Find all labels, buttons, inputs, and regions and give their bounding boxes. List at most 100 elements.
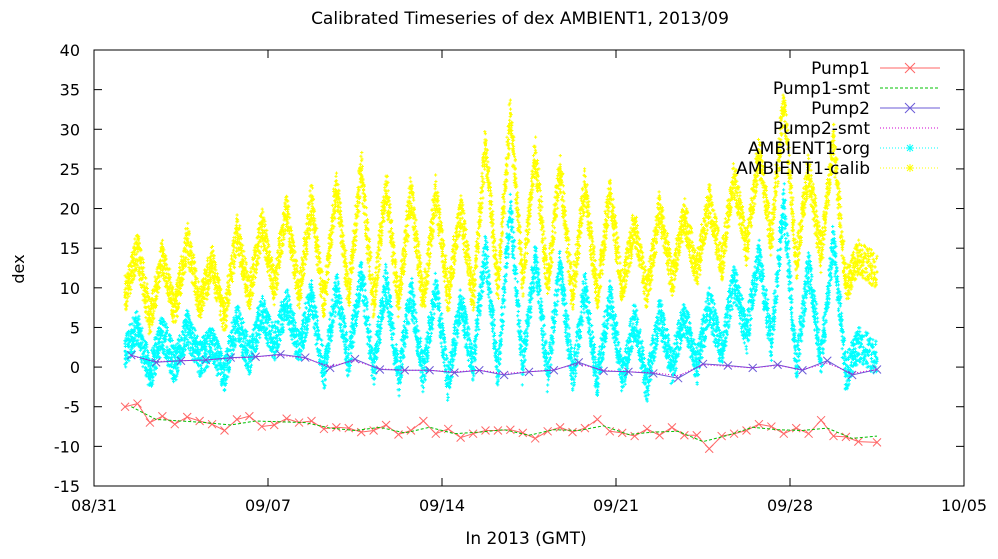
point-marker — [133, 399, 142, 408]
plot-frame — [93, 49, 965, 487]
point-marker — [474, 365, 484, 375]
point-marker — [648, 369, 658, 378]
point-marker — [904, 62, 916, 74]
data-point — [471, 365, 475, 369]
data-point — [819, 254, 823, 258]
series-pump1 — [120, 399, 882, 454]
point-marker — [300, 353, 310, 362]
data-point — [310, 199, 313, 203]
point-marker — [599, 366, 608, 376]
x-tick-label: 09/14 — [419, 496, 465, 515]
data-point — [856, 254, 860, 258]
point-marker — [773, 360, 782, 370]
data-point — [223, 318, 226, 321]
data-point — [658, 310, 661, 314]
data-point — [682, 215, 686, 218]
series-line — [131, 354, 878, 377]
data-point — [372, 369, 376, 373]
y-tick-label: 30 — [60, 120, 80, 139]
legend-item: Pump1-smt — [773, 79, 940, 99]
point-marker — [549, 365, 559, 375]
data-point — [757, 151, 761, 155]
point-marker — [543, 426, 552, 436]
data-point — [185, 238, 189, 242]
point-marker — [904, 102, 916, 114]
y-tick-label: 10 — [60, 279, 80, 298]
data-point — [446, 381, 450, 385]
data-point — [558, 167, 562, 171]
point-marker — [195, 416, 204, 426]
legend-label: Pump1 — [811, 59, 870, 79]
data-point — [372, 302, 376, 306]
data-point — [757, 254, 761, 258]
y-axis-label: dex — [9, 254, 28, 283]
point-marker — [419, 416, 428, 426]
point-marker — [518, 428, 528, 438]
point-marker — [506, 425, 515, 435]
data-point — [732, 278, 736, 282]
data-point — [148, 373, 152, 377]
point-marker — [822, 356, 832, 366]
data-point — [633, 222, 637, 226]
data-point — [173, 310, 177, 314]
data-point — [297, 294, 301, 298]
point-marker — [779, 429, 789, 439]
data-point — [359, 167, 363, 171]
y-tick-label: 20 — [60, 200, 80, 219]
data-point — [160, 254, 164, 258]
data-point — [782, 199, 786, 203]
data-point — [682, 314, 686, 318]
point-marker — [282, 414, 291, 423]
data-point — [769, 341, 773, 345]
point-marker — [450, 368, 459, 377]
data-point — [769, 238, 773, 242]
data-point — [260, 310, 264, 314]
data-point — [409, 290, 413, 294]
point-marker — [120, 402, 130, 412]
data-point — [620, 286, 624, 290]
data-point — [595, 294, 599, 298]
data-point — [707, 302, 711, 306]
point-marker — [182, 412, 192, 422]
point-marker — [829, 431, 838, 441]
point-marker — [332, 422, 341, 432]
point-marker — [723, 361, 733, 370]
series-ambient1-calib — [123, 93, 879, 336]
data-point — [608, 191, 612, 195]
point-marker — [847, 370, 857, 380]
point-marker — [251, 352, 260, 362]
data-point — [583, 286, 587, 290]
data-point — [807, 262, 811, 266]
y-tick-label: -5 — [64, 398, 80, 417]
point-marker — [207, 419, 217, 429]
data-point — [595, 381, 599, 385]
data-point — [832, 135, 835, 139]
data-point — [695, 270, 699, 274]
data-point — [533, 151, 537, 155]
data-point — [508, 207, 512, 210]
x-tick-label: 09/07 — [245, 496, 291, 515]
data-point — [123, 294, 127, 298]
point-marker — [624, 367, 633, 377]
data-point — [409, 191, 413, 195]
data-point — [434, 286, 438, 290]
data-point — [384, 183, 388, 187]
data-point — [707, 199, 711, 203]
point-marker — [394, 430, 403, 439]
point-marker — [176, 356, 186, 366]
data-point — [297, 349, 301, 353]
data-point — [720, 349, 724, 353]
data-point — [247, 357, 251, 361]
point-marker — [692, 430, 702, 440]
data-point — [608, 294, 612, 298]
point-marker — [655, 430, 664, 440]
data-point — [123, 349, 127, 353]
data-point — [210, 341, 214, 345]
point-marker — [580, 423, 590, 433]
legend-item: Pump2 — [811, 99, 940, 119]
data-point — [670, 365, 674, 369]
legend-item: AMBIENT1-org — [748, 139, 940, 159]
y-tick-label: 15 — [60, 239, 80, 258]
point-marker — [798, 365, 807, 375]
data-point — [223, 373, 226, 377]
